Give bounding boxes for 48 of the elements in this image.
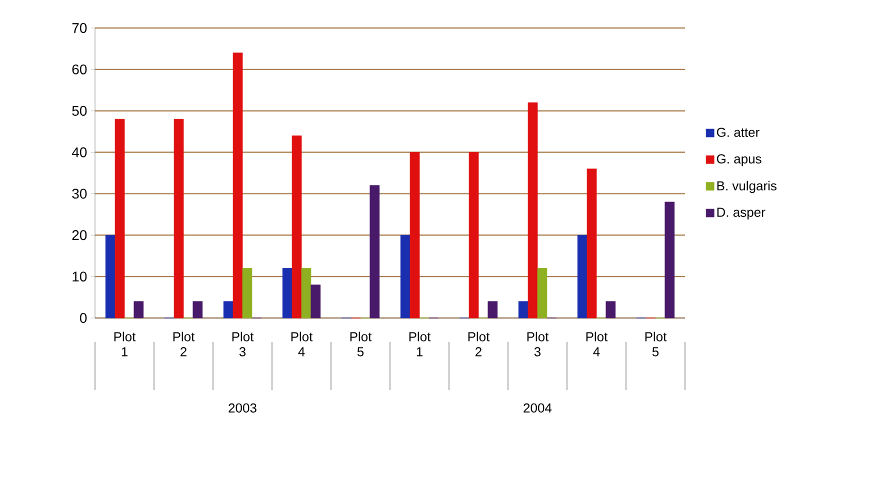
x-tick-label: Plot 4: [586, 332, 608, 356]
bar: [528, 102, 538, 318]
y-tick-label: 60: [72, 64, 87, 74]
bar: [537, 268, 548, 318]
legend-label: B. vulgaris: [717, 180, 777, 194]
x-tick-label: Plot 4: [291, 332, 313, 356]
y-tick-label: 10: [72, 272, 87, 282]
bar: [518, 301, 528, 318]
bar: [192, 301, 203, 318]
x-tick-label: Plot 5: [645, 332, 667, 356]
bar: [105, 234, 116, 318]
x-tick-label: Plot 5: [350, 332, 372, 356]
bar: [410, 152, 420, 318]
y-tick-label: 20: [72, 230, 87, 240]
text: 2004: [524, 403, 552, 413]
y-tick-label: 70: [72, 23, 87, 33]
bar: [310, 284, 321, 318]
bar: [370, 185, 380, 318]
bar: [400, 234, 410, 318]
bar: [223, 301, 234, 318]
bar: [282, 268, 292, 318]
bar: [232, 52, 243, 318]
y-tick-label: 0: [80, 313, 87, 323]
bar: [664, 202, 675, 318]
x-tick-label: Plot 3: [527, 332, 549, 356]
bar: [292, 136, 302, 318]
bar: [488, 301, 498, 318]
y-tick-label: 30: [72, 188, 87, 199]
bar: [114, 118, 125, 318]
x-tick-label: Plot 2: [173, 332, 195, 356]
legend-label: D. asper: [717, 208, 766, 220]
x-tick-label: Plot 2: [468, 332, 490, 356]
text: 2003: [228, 403, 256, 413]
bar: [174, 118, 184, 318]
bar: [586, 168, 597, 318]
bar: [242, 268, 252, 318]
bar: [577, 234, 588, 318]
x-tick-label: Plot 1: [114, 332, 136, 356]
bar: [301, 268, 312, 318]
y-tick-label: 50: [72, 106, 87, 116]
legend-label: G. apus: [716, 154, 762, 166]
x-tick-label: Plot 3: [232, 332, 254, 356]
x-tick-label: Plot 1: [409, 332, 431, 356]
bar: [468, 152, 479, 318]
y-tick-label: 40: [72, 147, 87, 158]
legend-label: G. atter: [716, 128, 760, 137]
bar: [134, 301, 144, 318]
bar: [606, 301, 616, 318]
